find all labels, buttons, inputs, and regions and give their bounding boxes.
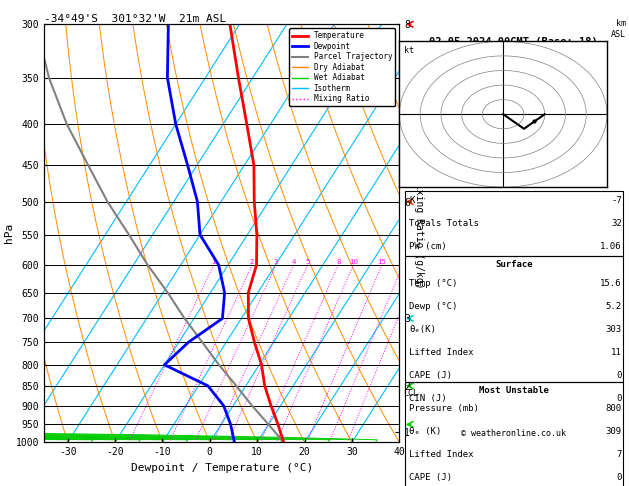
Text: PW (cm): PW (cm) [409,242,447,251]
Text: 15: 15 [377,259,386,265]
Text: Lifted Index: Lifted Index [409,450,474,459]
Text: 32: 32 [611,219,622,227]
Text: 0: 0 [616,394,622,403]
Text: K: K [409,196,415,205]
Text: 5: 5 [306,259,309,265]
Text: 309: 309 [606,427,622,436]
Y-axis label: hPa: hPa [4,223,14,243]
Text: -34°49'S  301°32'W  21m ASL: -34°49'S 301°32'W 21m ASL [44,14,226,23]
Text: 1: 1 [211,259,216,265]
Text: Most Unstable: Most Unstable [479,386,548,395]
Text: -7: -7 [611,196,622,205]
Text: 4: 4 [291,259,296,265]
Text: km
ASL: km ASL [611,19,626,39]
Text: θₑ(K): θₑ(K) [409,325,437,334]
Text: 7: 7 [616,450,622,459]
Text: 303: 303 [606,325,622,334]
Text: © weatheronline.co.uk: © weatheronline.co.uk [461,429,566,438]
Text: 02.05.2024 00GMT (Base: 18): 02.05.2024 00GMT (Base: 18) [430,37,598,47]
Text: CAPE (J): CAPE (J) [409,371,452,380]
Text: CIN (J): CIN (J) [409,394,447,403]
Text: 10: 10 [349,259,358,265]
Text: 800: 800 [606,404,622,413]
Text: kt: kt [404,46,413,55]
Text: LCL: LCL [403,389,418,399]
Text: Temp (°C): Temp (°C) [409,279,458,288]
Text: 3: 3 [274,259,278,265]
Text: Lifted Index: Lifted Index [409,348,474,357]
Text: Dewp (°C): Dewp (°C) [409,302,458,311]
X-axis label: Dewpoint / Temperature (°C): Dewpoint / Temperature (°C) [131,463,313,473]
Text: 11: 11 [611,348,622,357]
Text: Pressure (mb): Pressure (mb) [409,404,479,413]
Text: 2: 2 [250,259,254,265]
Text: 8: 8 [336,259,340,265]
Text: 15.6: 15.6 [600,279,622,288]
Text: Totals Totals: Totals Totals [409,219,479,227]
Text: 1.06: 1.06 [600,242,622,251]
Text: Surface: Surface [495,260,533,269]
Text: θₑ (K): θₑ (K) [409,427,442,436]
Y-axis label: Mixing Ratio (g/kg): Mixing Ratio (g/kg) [414,177,424,289]
Legend: Temperature, Dewpoint, Parcel Trajectory, Dry Adiabat, Wet Adiabat, Isotherm, Mi: Temperature, Dewpoint, Parcel Trajectory… [289,28,396,106]
Text: 0: 0 [616,371,622,380]
Text: 0: 0 [616,473,622,482]
Text: 5.2: 5.2 [606,302,622,311]
Text: CAPE (J): CAPE (J) [409,473,452,482]
